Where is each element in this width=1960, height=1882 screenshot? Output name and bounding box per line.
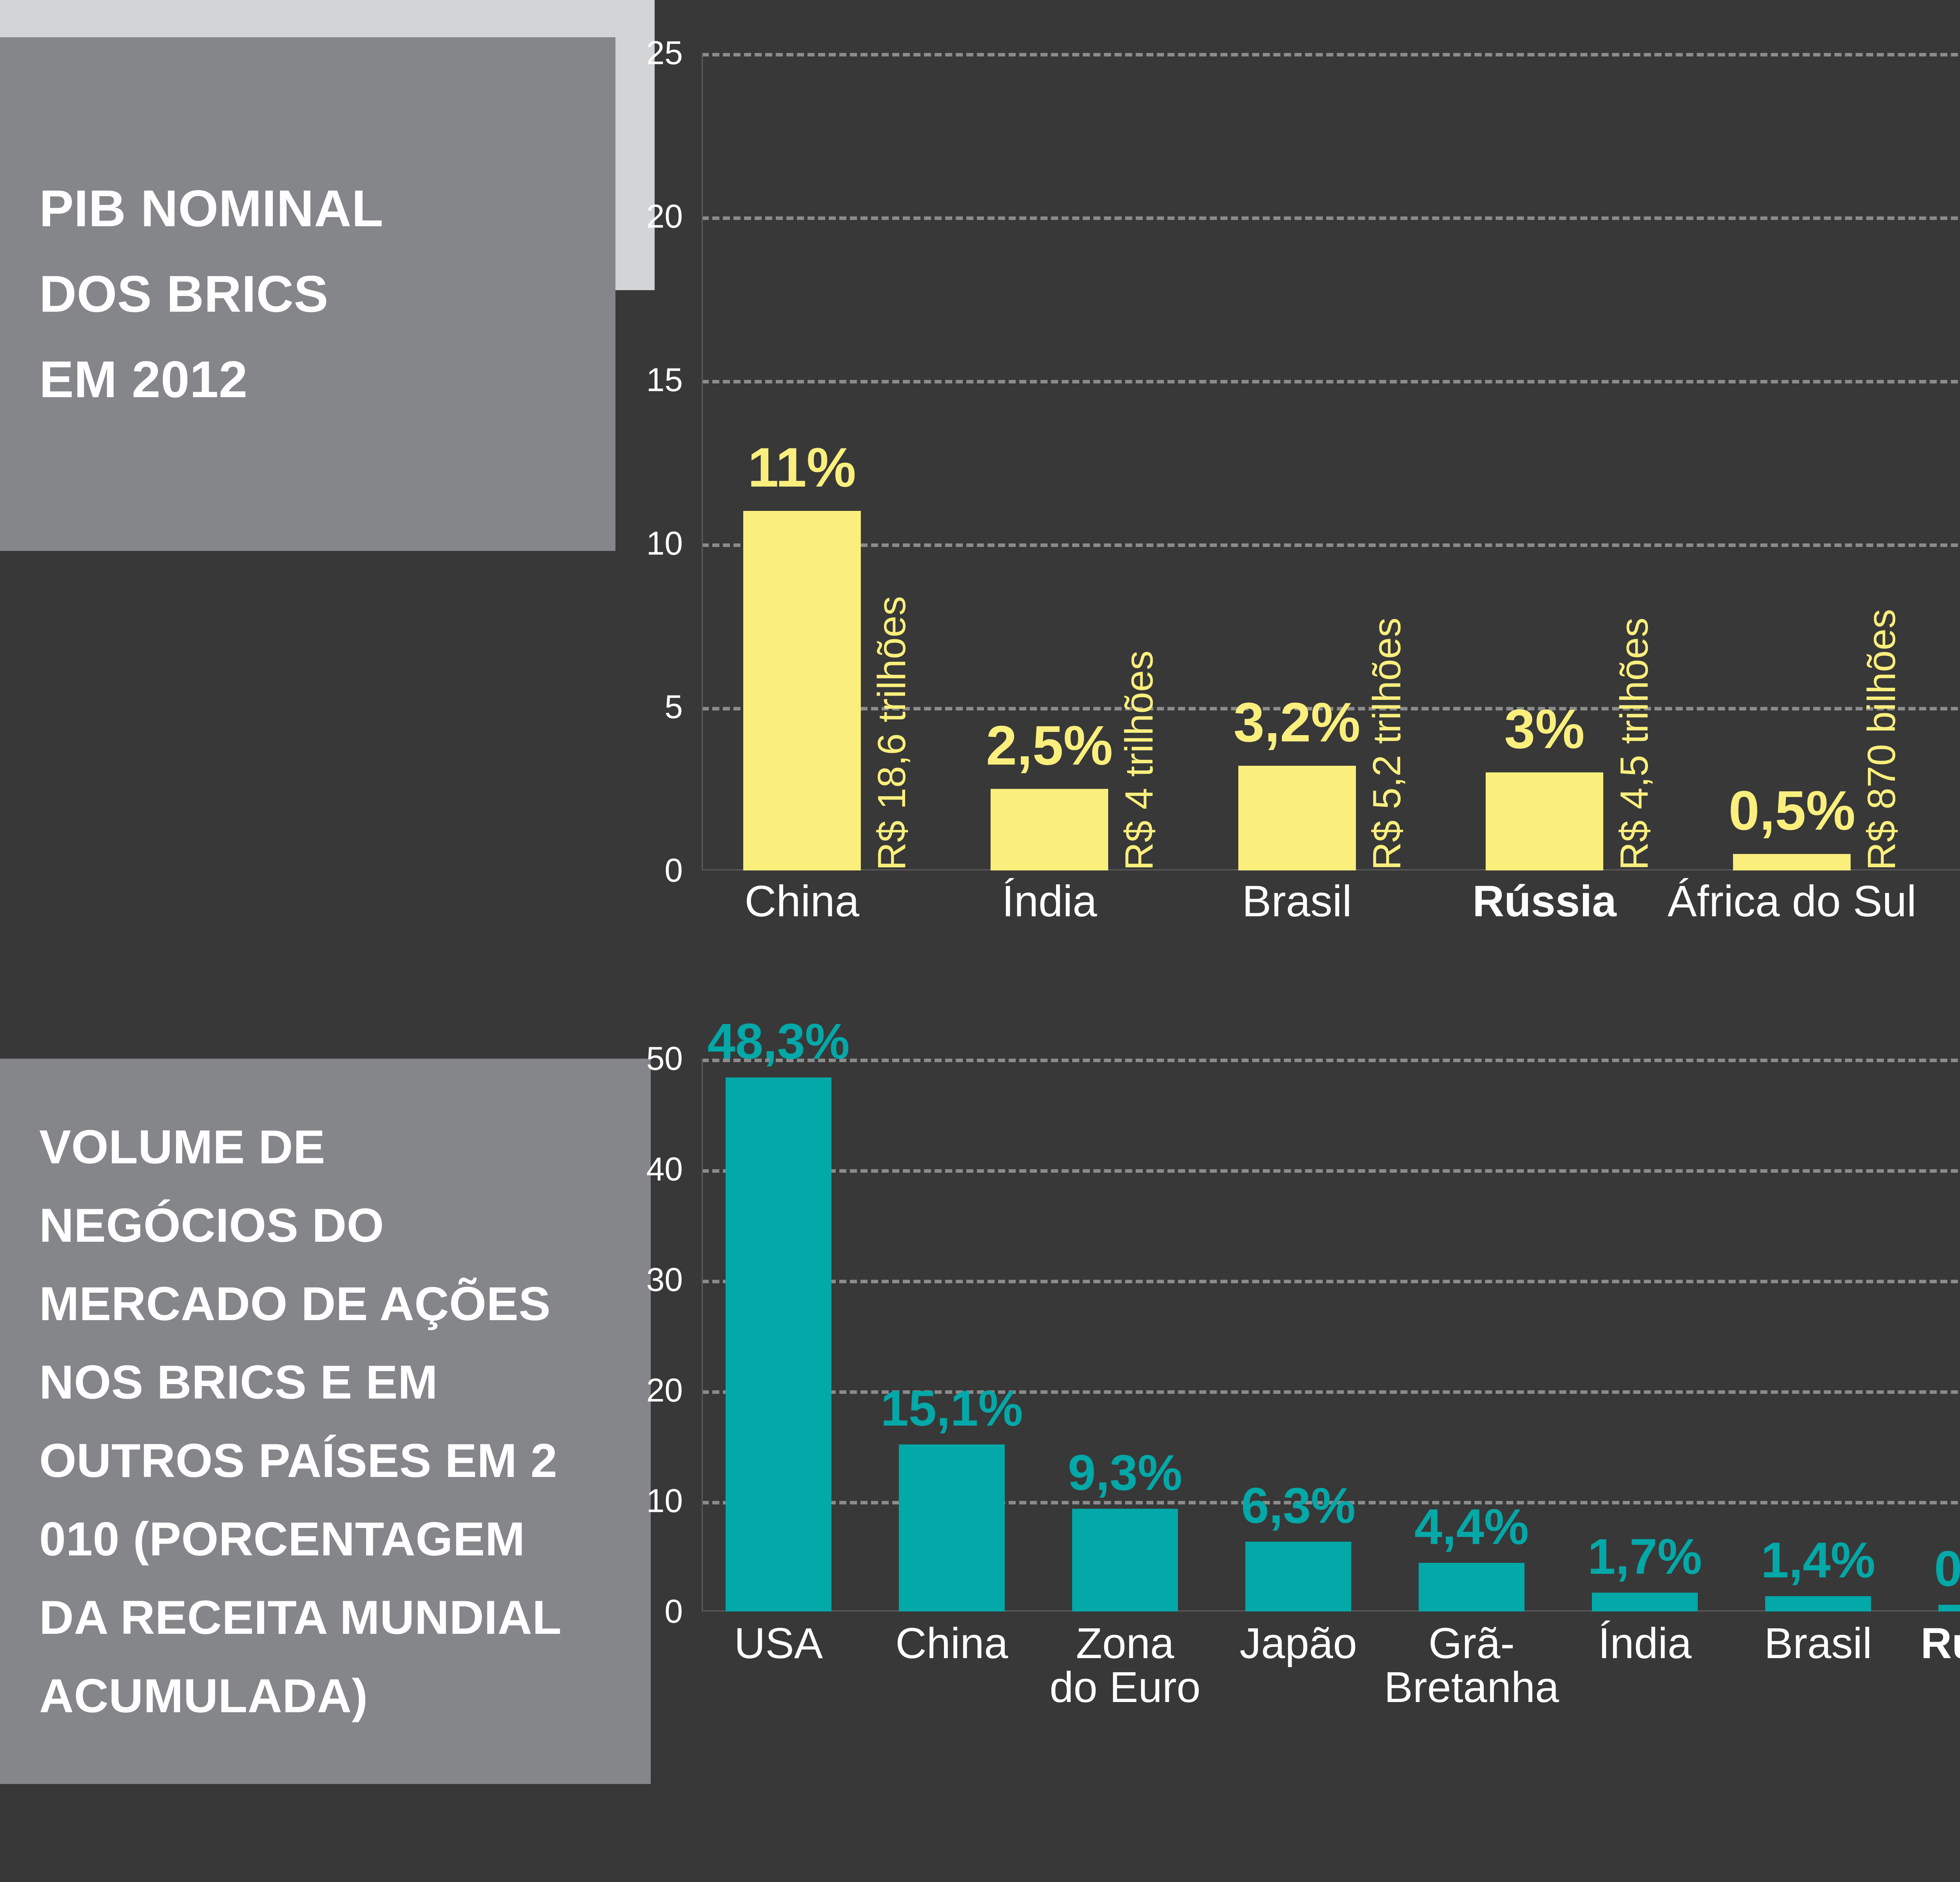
panel-title-line: DOS BRICS [39,265,328,323]
grid-line [702,1169,1960,1173]
grid-line [702,707,1960,710]
panel-title-line: NOS BRICS E EM [39,1355,438,1409]
y-axis-line [702,1059,703,1611]
bar-value-label: 48,3% [707,1013,850,1070]
x-axis-category-label: Brasil [1764,1619,1872,1668]
bar-value-label: 6,3% [1241,1478,1356,1534]
grid-line [702,1280,1960,1283]
bar[interactable] [1765,1596,1871,1611]
panel-title-volume-negocios: VOLUME DE NEGÓCIOS DO MERCADO DE AÇÕES N… [0,1059,651,1784]
y-axis-tick-label: 20 [646,198,683,235]
bar-value-label: 9,3% [1068,1444,1182,1501]
y-axis-tick-label: 10 [646,1482,683,1519]
x-axis-category-label: Japão [1240,1619,1357,1668]
bar-value-label: 0,6% [1934,1541,1960,1597]
bar-value-label: 3,2% [1233,691,1361,754]
bar[interactable] [899,1444,1005,1611]
y-axis-tick-label: 0 [664,1593,683,1630]
y-axis-tick-label: 50 [646,1040,683,1077]
bar[interactable] [1238,766,1356,870]
bar-value-label: 15,1% [880,1381,1023,1437]
y-axis-tick-label: 5 [664,688,683,725]
bar[interactable] [743,510,861,870]
panel-title-line: EM 2012 [39,351,248,408]
panel-title-line: 010 (PORCENTAGEM [39,1512,525,1566]
bar-side-value-label: R$ 4 trilhões [1117,650,1161,870]
y-axis-tick-label: 20 [646,1372,683,1409]
x-axis-category-label: Índia [1598,1619,1692,1668]
bar[interactable] [1733,854,1851,870]
bar[interactable] [1072,1508,1178,1611]
y-axis-tick-label: 30 [646,1261,683,1298]
grid-line [702,216,1960,220]
panel-title-line: PIB NOMINAL [39,180,384,237]
bar[interactable] [726,1077,831,1611]
bar-side-value-label: R$ 870 bilhões [1860,609,1904,870]
x-axis-category-label: Brasil [1242,877,1352,926]
panel-title-line: VOLUME DE [39,1120,325,1174]
grid-line [702,1501,1960,1504]
x-axis-category-label: África do Sul [1667,877,1916,926]
bar[interactable] [1245,1542,1351,1611]
bar-side-value-label: R$ 18,6 trilhões [869,596,914,870]
bar-value-label: 2,5% [986,714,1113,777]
x-axis-category-label: Grã- Bretanha [1384,1619,1559,1712]
bar-side-value-label: R$ 4,5 trilhões [1612,618,1656,870]
grid-line [702,543,1960,547]
bar[interactable] [991,788,1109,870]
x-axis-category-label: Zona do Euro [1049,1619,1201,1712]
chart-volume-negocios-acoes: 0 10 20 30 40 50 48,3% USA 15,1% China 9,3% Zona do… [646,1014,1960,1709]
x-axis-category-label: Índia [1002,877,1097,926]
grid-line [702,1059,1960,1062]
y-axis-line [702,53,703,870]
bar-value-label: 3% [1504,698,1585,760]
grid-line [702,1390,1960,1394]
bar[interactable] [1938,1605,1960,1611]
grid-line [702,53,1960,56]
x-axis-category-label: USA [734,1619,823,1668]
x-axis-category-label: BRICS [1885,879,1960,924]
y-axis-tick-label: 0 [664,852,683,889]
panel-title-line: DA RECEITA MUNDIAL [39,1591,562,1644]
bar-value-label: 1,4% [1761,1532,1875,1588]
y-axis-tick-label: 15 [646,361,683,398]
panel-title-line: OUTROS PAÍSES EM 2 [39,1434,557,1487]
panel-title-line: NEGÓCIOS DO [39,1199,384,1252]
x-axis-category-label: China [895,1619,1008,1668]
panel-title-pib-nominal: PIB NOMINAL DOS BRICS EM 2012 [0,37,615,551]
bar-value-label: 11% [748,436,856,499]
y-axis-tick-label: 10 [646,525,683,562]
bar[interactable] [1419,1562,1524,1611]
x-axis-category-label: Rússia [1920,1619,1960,1668]
x-axis-category-label: Rússia [1472,877,1617,926]
bar[interactable] [1486,772,1603,870]
panel-title-line: MERCADO DE AÇÕES [39,1277,551,1330]
bar-side-value-label: R$ 5,2 trilhões [1365,618,1409,870]
bar-value-label: 1,7% [1588,1529,1702,1585]
bar-value-label: 4,4% [1414,1499,1529,1555]
y-axis-tick-label: 40 [646,1150,683,1188]
y-axis-tick-label: 25 [646,34,683,71]
bar[interactable] [1592,1593,1698,1611]
panel-title-line: ACUMULADA) [39,1669,368,1722]
bar-value-label: 0,5% [1728,779,1856,842]
x-axis-category-label: China [744,877,860,926]
grid-line [702,380,1960,383]
chart-pib-nominal-brics: 0 5 10 15 20 25 11% China R$ 18,6 trilhões 2,5% Ín… [646,35,1960,924]
